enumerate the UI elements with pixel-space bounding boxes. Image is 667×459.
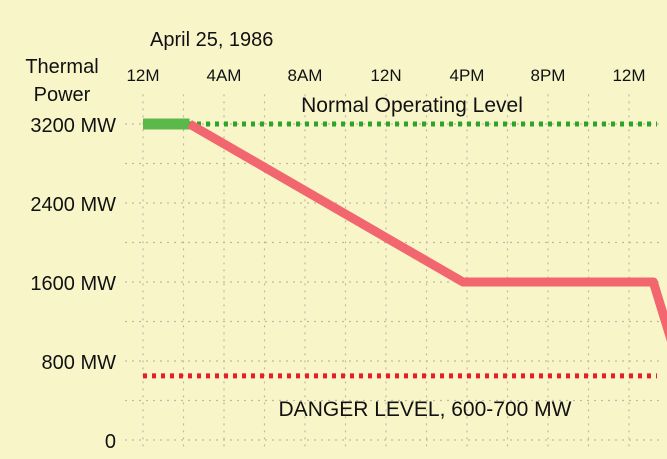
danger-level-label: DANGER LEVEL, 600-700 MW [279,398,572,421]
y-axis-label-line-2: Power [34,84,91,106]
date-label: April 25, 1986 [150,29,273,51]
x-tick-label: 8AM [288,66,323,85]
x-tick-label: 12M [126,66,159,85]
y-tick-label: 1600 MW [30,273,116,295]
y-tick-label: 800 MW [42,352,117,374]
y-tick-label: 3200 MW [30,115,116,137]
x-tick-label: 4AM [207,66,242,85]
y-axis-label-line-1: Thermal [25,56,98,78]
grid [125,94,660,448]
data-lines [143,118,667,342]
y-tick-labels: 3200 MW 2400 MW 1600 MW 800 MW 0 [30,115,116,453]
normal-operating-level-label: Normal Operating Level [301,94,523,117]
y-tick-label: 2400 MW [30,194,116,216]
x-tick-label: 4PM [450,66,485,85]
y-tick-label: 0 [105,431,116,453]
x-tick-labels: 12M 4AM 8AM 12N 4PM 8PM 12M [126,66,645,85]
x-tick-label: 12M [612,66,645,85]
x-tick-label: 12N [370,66,401,85]
power-decline-line [187,120,667,342]
x-tick-label: 8PM [531,66,566,85]
